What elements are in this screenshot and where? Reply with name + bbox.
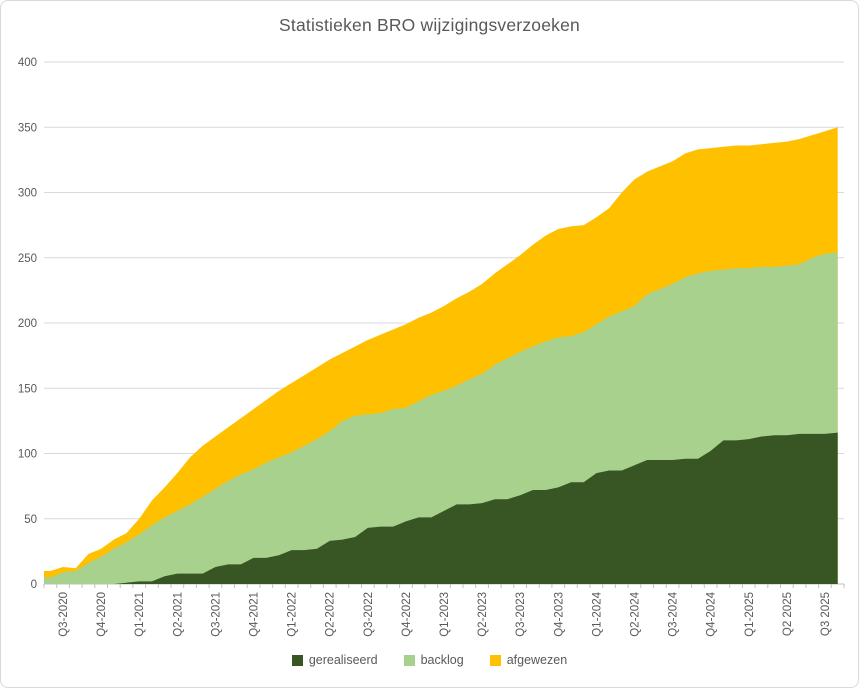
- x-axis-tick-label: Q3-2023: [515, 592, 527, 637]
- legend-item-afgewezen: afgewezen: [489, 653, 568, 667]
- x-axis-tick-label: Q2-2022: [325, 592, 337, 637]
- x-axis-tick-label: Q4-2021: [249, 592, 261, 637]
- legend-label-backlog: backlog: [420, 653, 464, 667]
- legend-label-gerealiseerd: gerealiseerd: [308, 653, 378, 667]
- x-axis-tick-label: Q2 2025: [782, 592, 794, 636]
- afgewezen-swatch-icon: [489, 654, 501, 666]
- x-axis-tick-label: Q4-2024: [706, 591, 718, 636]
- y-axis-tick-label: 50: [24, 514, 37, 526]
- x-axis-tick-label: Q2-2024: [630, 591, 642, 636]
- x-axis-tick-label: Q3 2025: [820, 592, 832, 636]
- legend-item-backlog: backlog: [403, 653, 464, 667]
- x-axis-tick-label: Q3-2021: [210, 592, 222, 637]
- y-axis-tick-label: 150: [18, 383, 37, 395]
- x-axis-tick-label: Q3-2024: [668, 591, 680, 636]
- y-axis-tick-label: 250: [18, 253, 37, 265]
- x-axis-tick-label: Q3-2022: [363, 592, 375, 637]
- x-axis-tick-label: Q1-2024: [591, 591, 603, 636]
- x-axis-tick-label: Q4-2022: [401, 592, 413, 637]
- x-axis-tick-label: Q1-2022: [287, 592, 299, 637]
- x-axis-tick-label: Q2-2023: [477, 592, 489, 637]
- x-axis-tick-label: Q4-2020: [96, 592, 108, 637]
- x-axis-tick-label: Q1-2021: [134, 592, 146, 637]
- y-axis-tick-label: 350: [18, 122, 37, 134]
- x-axis-tick-label: Q3-2020: [58, 592, 70, 637]
- chart-legend: gerealiseerd backlog afgewezen: [1, 653, 858, 667]
- backlog-swatch-icon: [403, 654, 415, 666]
- x-axis-tick-label: Q1-2025: [744, 592, 756, 637]
- chart-title: Statistieken BRO wijzigingsverzoeken: [279, 15, 580, 35]
- x-axis-tick-label: Q1-2023: [439, 592, 451, 637]
- legend-item-gerealiseerd: gerealiseerd: [291, 653, 378, 667]
- y-axis-tick-label: 200: [18, 318, 37, 330]
- y-axis-tick-label: 400: [18, 57, 37, 69]
- area-gerealiseerd: [44, 432, 838, 584]
- y-axis-tick-label: 100: [18, 449, 37, 461]
- gerealiseerd-swatch-icon: [291, 654, 303, 666]
- y-axis-tick-label: 0: [31, 579, 37, 591]
- y-axis-tick-label: 300: [18, 188, 37, 200]
- legend-label-afgewezen: afgewezen: [506, 653, 568, 667]
- x-axis-tick-label: Q2-2021: [172, 592, 184, 637]
- x-axis-tick-label: Q4-2023: [553, 592, 565, 637]
